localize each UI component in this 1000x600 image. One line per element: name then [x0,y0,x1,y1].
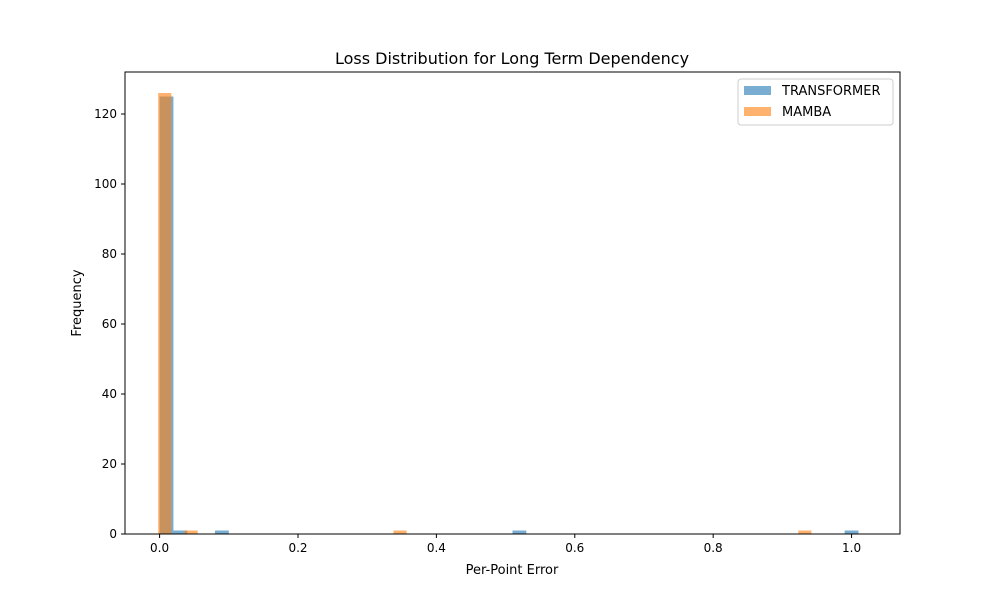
bar-mamba-0 [158,93,172,534]
x-tick-label: 0.6 [565,541,584,555]
legend: TRANSFORMER MAMBA [737,78,894,126]
bar-mamba-3 [798,530,812,534]
x-tick-label: 0.4 [427,541,446,555]
y-tick-label: 20 [102,457,117,471]
legend-label-mamba: MAMBA [782,105,831,120]
x-tick-label: 1.0 [842,541,861,555]
y-tick-label: 100 [94,177,117,191]
plot-frame [124,71,901,535]
bar-mamba-1 [184,530,198,534]
bars-layer [158,93,859,534]
y-tick-label: 0 [109,527,117,541]
legend-box [737,78,894,126]
y-tick-label: 120 [94,107,117,121]
bar-transformer-1 [173,530,188,534]
y-axis-ticks: 0 20 40 60 80 100 120 [94,107,125,541]
x-tick-label: 0.2 [288,541,307,555]
y-tick-label: 80 [102,247,117,261]
y-tick-label: 40 [102,387,117,401]
y-tick-label: 60 [102,317,117,331]
x-tick-label: 0.8 [704,541,723,555]
bar-transformer-3 [512,530,527,534]
chart-title: Loss Distribution for Long Term Dependen… [335,49,689,68]
legend-swatch-transformer [744,86,771,95]
bar-transformer-2 [214,530,229,534]
legend-label-transformer: TRANSFORMER [781,84,881,99]
y-axis-label: Frequency [70,269,85,336]
x-axis-label: Per-Point Error [466,563,559,578]
legend-swatch-mamba [744,107,771,116]
bar-transformer-4 [844,530,859,534]
bar-mamba-2 [393,530,407,534]
x-tick-label: 0.0 [150,541,169,555]
x-axis-ticks: 0.0 0.2 0.4 0.6 0.8 1.0 [150,534,861,555]
